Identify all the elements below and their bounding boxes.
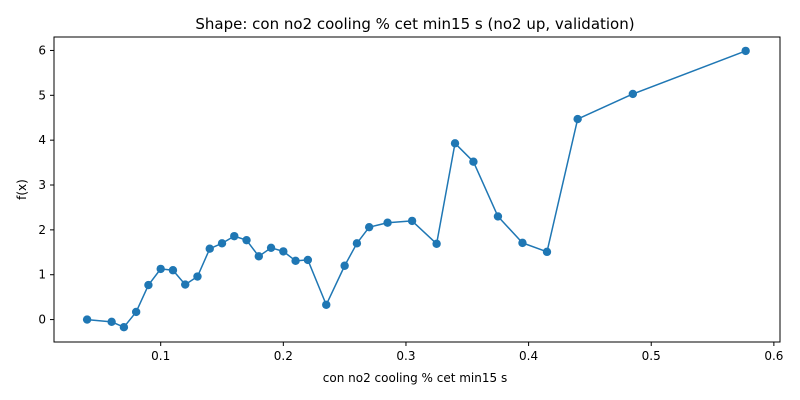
data-point	[217, 239, 227, 248]
y-tick-label: 1	[38, 268, 46, 282]
data-point	[168, 266, 178, 275]
data-point	[628, 89, 638, 99]
x-tick-label: 0.3	[396, 349, 415, 363]
data-point	[230, 231, 239, 241]
data-point	[303, 255, 313, 265]
x-tick-label: 0.6	[764, 349, 783, 363]
data-point	[242, 235, 251, 245]
plot-area	[82, 46, 750, 332]
data-point	[119, 322, 129, 332]
y-axis-label: f(x)	[15, 179, 29, 200]
data-point	[156, 264, 165, 274]
y-axis: 0 1 2 3 4 5 6	[38, 43, 54, 327]
data-point	[432, 239, 441, 248]
data-point	[407, 216, 417, 226]
data-point	[573, 114, 582, 124]
data-point	[364, 222, 374, 232]
x-tick-label: 0.5	[642, 349, 661, 363]
y-tick-label: 2	[38, 223, 46, 237]
chart-title: Shape: con no2 cooling % cet min15 s (no…	[195, 15, 634, 33]
x-tick-label: 0.4	[519, 349, 538, 363]
y-tick-label: 3	[38, 178, 46, 192]
data-point	[82, 315, 92, 324]
data-point	[144, 280, 153, 290]
data-point	[254, 252, 264, 261]
data-point	[266, 243, 276, 253]
data-point	[107, 317, 116, 327]
data-point	[279, 247, 288, 256]
y-tick-label: 6	[38, 43, 46, 57]
x-tick-label: 0.1	[151, 349, 170, 363]
data-point	[741, 46, 750, 56]
data-point	[193, 272, 202, 281]
data-point	[340, 261, 349, 270]
data-point	[291, 256, 300, 266]
data-point	[131, 307, 141, 317]
y-tick-label: 0	[38, 313, 46, 327]
data-point	[383, 218, 392, 227]
data-point	[181, 280, 190, 289]
data-point	[322, 300, 331, 309]
x-axis: 0.1 0.2 0.3 0.4 0.5 0.6	[151, 342, 783, 363]
x-axis-label: con no2 cooling % cet min15 s	[323, 371, 507, 385]
data-point	[518, 238, 527, 248]
data-point	[205, 244, 214, 253]
y-tick-label: 5	[38, 88, 46, 102]
data-point	[352, 239, 362, 248]
data-point	[450, 139, 460, 148]
data-point	[542, 247, 552, 257]
data-point	[493, 212, 503, 221]
data-point	[469, 157, 478, 166]
axes-frame	[53, 36, 781, 343]
x-tick-label: 0.2	[274, 349, 293, 363]
y-tick-label: 4	[38, 133, 46, 147]
